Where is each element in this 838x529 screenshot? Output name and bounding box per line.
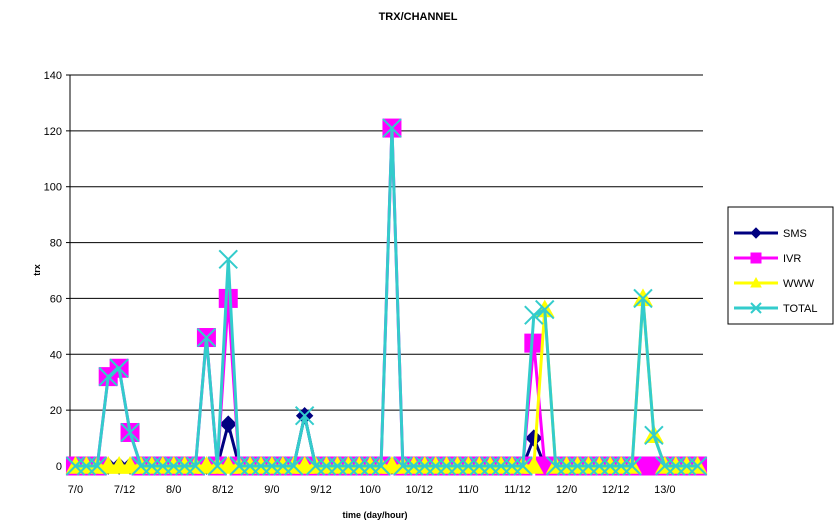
y-tick-label: 120 [44, 126, 62, 138]
data-point [523, 455, 544, 474]
data-point [525, 429, 543, 447]
x-tick-label: 10/12 [405, 484, 433, 496]
data-point [524, 333, 544, 353]
data-point [535, 299, 555, 320]
x-tick-label: 8/0 [166, 484, 181, 496]
data-point [524, 305, 544, 325]
data-point [633, 288, 653, 309]
data-point [622, 456, 642, 476]
data-point [750, 276, 762, 288]
series-line [75, 126, 698, 468]
y-tick-labels: 0 20 40 60 80 100 120 140 [44, 70, 62, 473]
legend: SMS IVR WWW TOTAL [727, 206, 834, 325]
x-tick-label: 13/0 [654, 484, 675, 496]
legend-label: SMS [783, 228, 807, 240]
y-tick-label: 140 [44, 70, 62, 82]
legend-item: IVR [734, 252, 801, 265]
y-tick-label: 20 [50, 405, 62, 417]
data-point [687, 456, 708, 476]
x-tick-label: 7/12 [114, 484, 135, 496]
x-tick-label: 9/0 [264, 484, 279, 496]
series-total [65, 118, 708, 476]
x-axis-title: time (day/hour) [342, 510, 407, 520]
y-tick-label: 100 [44, 182, 62, 194]
legend-label: WWW [783, 278, 815, 290]
x-tick-label: 9/12 [310, 484, 331, 496]
data-point [120, 422, 140, 443]
data-point [218, 249, 238, 270]
x-tick-label: 11/0 [458, 484, 479, 496]
data-point [294, 406, 315, 426]
legend-item: WWW [734, 276, 815, 290]
legend-box [727, 206, 834, 325]
legend-label: IVR [783, 253, 801, 265]
x-tick-label: 12/12 [602, 484, 630, 496]
data-point [513, 456, 533, 476]
data-point [371, 456, 391, 476]
data-point [109, 358, 129, 378]
y-tick-label: 0 [56, 461, 62, 473]
y-tick-label: 80 [50, 238, 62, 250]
x-tick-label: 11/12 [504, 484, 531, 496]
data-point [219, 415, 237, 433]
data-point [382, 118, 402, 138]
series-layer [65, 118, 708, 476]
data-point [196, 327, 217, 348]
y-axis-title: trx [32, 264, 42, 276]
legend-item: SMS [734, 227, 807, 240]
data-point [207, 456, 228, 476]
data-point [750, 302, 762, 314]
x-tick-label: 10/0 [359, 484, 380, 496]
legend-item: TOTAL [734, 302, 817, 315]
data-point [750, 227, 762, 239]
chart-title: TRX/CHANNEL [379, 11, 458, 23]
data-point [98, 366, 118, 387]
data-point [644, 425, 664, 445]
x-tick-labels: 7/0 7/12 8/0 8/12 9/0 9/12 10/0 10/12 11/0 11/12 1… [68, 484, 676, 496]
x-tick-label: 7/0 [68, 484, 83, 496]
x-tick-label: 8/12 [212, 484, 233, 496]
data-point [218, 288, 238, 308]
data-point [87, 456, 107, 476]
y-tick-label: 40 [50, 349, 62, 361]
legend-label: TOTAL [783, 303, 817, 315]
y-tick-label: 60 [50, 293, 62, 305]
data-point [750, 252, 762, 264]
data-point [284, 456, 304, 476]
x-tick-label: 12/0 [556, 484, 577, 496]
data-point [185, 456, 206, 476]
